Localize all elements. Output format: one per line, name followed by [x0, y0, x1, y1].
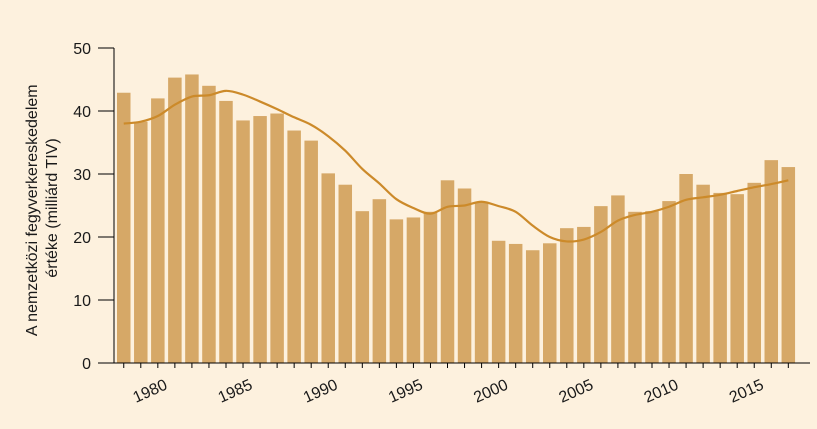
y-tick-label-50: 50 [73, 41, 91, 58]
bar-2001 [508, 243, 523, 363]
bar-1982 [185, 74, 199, 364]
x-tick-label-2000: 2000 [471, 377, 511, 407]
bar-1996 [423, 211, 438, 363]
x-tick-label-2010: 2010 [642, 377, 682, 407]
bar-2016 [764, 160, 779, 363]
bar-1981 [168, 77, 182, 364]
bar-1986 [253, 116, 267, 363]
bar-2004 [560, 228, 574, 363]
bar-1979 [134, 121, 148, 364]
bar-1988 [287, 130, 301, 363]
bar-2008 [628, 211, 642, 363]
y-axis-title-line1: A nemzetközi fegyverkereskedelem [24, 84, 41, 336]
bar-2012 [696, 184, 710, 363]
bar-1993 [372, 199, 387, 363]
bar-1998 [457, 188, 472, 363]
y-tick-label-20: 20 [73, 230, 91, 247]
y-axis-title: A nemzetközi fegyverkereskedelem értéke … [24, 80, 61, 336]
bar-1990 [321, 173, 335, 363]
x-tick-label-1995: 1995 [386, 377, 426, 407]
bar-1999 [474, 201, 489, 363]
y-tick-label-10: 10 [73, 293, 91, 310]
bars-group [117, 74, 796, 364]
bar-1989 [304, 140, 318, 363]
bar-2006 [594, 206, 608, 363]
bar-1995 [406, 217, 421, 363]
bar-2009 [645, 211, 659, 363]
bar-2011 [679, 174, 693, 363]
x-tick-label-2005: 2005 [557, 377, 597, 407]
bar-2010 [662, 201, 676, 363]
y-tick-label-30: 30 [73, 167, 91, 184]
x-tick-label-2015: 2015 [727, 377, 767, 407]
bar-2014 [730, 194, 744, 363]
bar-1980 [151, 98, 165, 364]
y-tick-label-0: 0 [82, 356, 91, 373]
y-ticks-group: 0 10 20 30 40 50 [73, 41, 114, 373]
x-tick-label-1980: 1980 [131, 377, 171, 407]
bar-1987 [270, 113, 284, 364]
bar-1984 [219, 100, 233, 364]
x-ticks-group: 1980 1985 1990 1995 2000 2005 2010 2015 [123, 363, 789, 407]
bar-1985 [236, 120, 250, 363]
bar-2002 [525, 250, 540, 363]
bar-2000 [491, 240, 506, 363]
bar-1991 [338, 184, 353, 363]
bar-1983 [202, 85, 216, 364]
bar-2013 [713, 192, 727, 363]
bar-1994 [389, 219, 404, 363]
bar-2005 [577, 226, 591, 363]
bar-2007 [611, 195, 625, 363]
bar-1997 [440, 180, 455, 363]
y-tick-label-40: 40 [73, 104, 91, 121]
bar-2017 [781, 167, 796, 363]
bar-2003 [543, 243, 557, 363]
bar-1992 [355, 211, 370, 363]
x-tick-label-1985: 1985 [216, 377, 256, 407]
x-tick-label-1990: 1990 [301, 377, 341, 407]
bar-1978 [117, 92, 131, 363]
bar-2015 [747, 182, 761, 363]
trend-line [123, 89, 789, 243]
y-axis-title-line2: értéke (milliárd TIV) [44, 138, 61, 277]
